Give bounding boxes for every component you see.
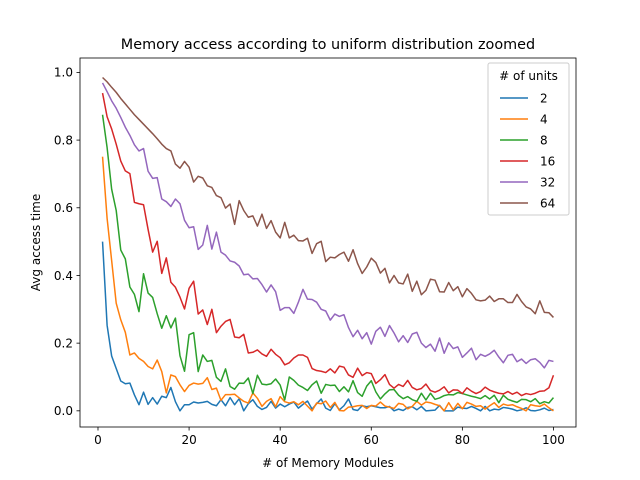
x-tick-label: 100 — [542, 433, 565, 447]
series-line-16 — [101, 92, 555, 397]
legend-label-16: 16 — [540, 154, 555, 168]
x-tick-label: 60 — [364, 433, 379, 447]
x-tick-label: 0 — [94, 433, 102, 447]
y-tick-label: 0.4 — [54, 269, 73, 283]
legend-label-4: 4 — [540, 112, 548, 126]
y-tick-label: 0.8 — [54, 133, 73, 147]
x-axis: 0 20 40 60 80 100 — [94, 427, 565, 447]
legend-items: 2 4 8 16 32 64 — [500, 91, 555, 210]
series-line-64 — [102, 76, 554, 318]
y-tick-label: 1.0 — [54, 66, 73, 80]
legend-box — [487, 62, 570, 216]
y-axis: 0.0 0.2 0.4 0.6 0.8 1.0 — [54, 66, 80, 418]
series-line-8 — [101, 114, 555, 405]
legend-label-64: 64 — [540, 196, 555, 210]
x-axis-label: # of Memory Modules — [262, 456, 394, 470]
x-tick-label: 80 — [455, 433, 470, 447]
series-line-2 — [101, 241, 554, 412]
y-tick-label: 0.2 — [54, 336, 73, 350]
y-tick-label: 0.0 — [54, 404, 73, 418]
plot-frame — [79, 57, 577, 428]
legend-label-32: 32 — [540, 175, 555, 189]
legend-label-8: 8 — [540, 133, 548, 147]
legend-title: # of units — [499, 69, 558, 83]
plot-lines — [101, 76, 555, 412]
legend: # of units 2 4 8 16 32 64 — [487, 62, 570, 216]
y-tick-label: 0.6 — [54, 201, 73, 215]
chart-title: Memory access according to uniform distr… — [121, 37, 535, 53]
series-line-4 — [101, 156, 554, 412]
legend-label-2: 2 — [540, 91, 548, 105]
y-axis-label: Avg access time — [29, 194, 43, 291]
x-tick-label: 20 — [181, 433, 196, 447]
x-tick-label: 40 — [273, 433, 288, 447]
series-line-32 — [101, 82, 554, 369]
